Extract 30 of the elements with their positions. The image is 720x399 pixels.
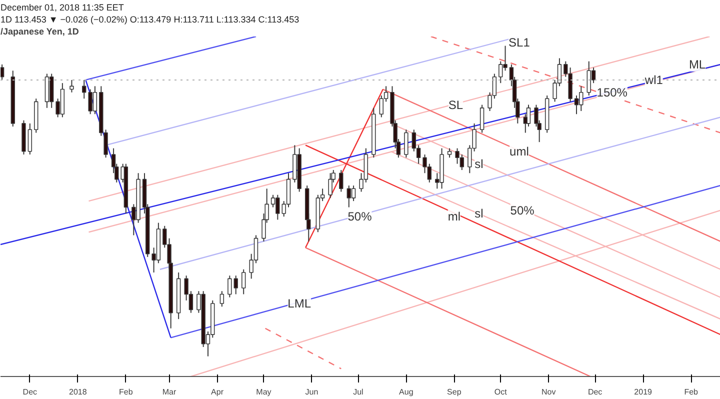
chart-title: /Japanese Yen, 1D — [0, 26, 80, 36]
x-tick-label: Mar — [162, 388, 176, 396]
annotation: 50% — [348, 210, 372, 224]
x-tick-label: Dec — [588, 388, 602, 396]
annotation: SL — [448, 98, 464, 112]
x-tick-label: Feb — [119, 388, 134, 396]
annotation: SL1 — [508, 36, 530, 50]
x-tick-label: Feb — [684, 388, 699, 396]
annotation: uml — [510, 144, 529, 158]
x-tick-label: Nov — [542, 388, 556, 396]
annotation: 50% — [510, 203, 535, 218]
annotation: wl1 — [644, 72, 664, 87]
x-tick-label: 2018 — [69, 388, 88, 396]
annotation: ml — [448, 210, 461, 224]
annotation: ML — [688, 57, 706, 72]
x-tick-label: Dec — [22, 388, 38, 396]
x-tick-label: Jun — [305, 388, 318, 396]
x-tick-label: Sep — [447, 388, 462, 396]
x-tick-label: Oct — [494, 388, 508, 396]
chart-subtitle: 1D 113.453 ▼ −0.026 (−0.02%) O:113.479 H:113.711 L:113.334 C:113.453 — [0, 14, 300, 24]
x-tick-label: May — [256, 388, 272, 396]
annotation: sl — [474, 156, 484, 171]
annotation: LML — [288, 296, 312, 311]
x-tick-label: Aug — [399, 388, 414, 396]
annotation: 150% — [596, 85, 628, 100]
x-tick-label: Jul — [353, 388, 364, 396]
text: December 01, 2018 11:35 EET — [0, 2, 124, 12]
annotation: sl — [474, 206, 484, 220]
x-tick-label: Apr — [211, 388, 224, 396]
x-tick-label: 2019 — [634, 388, 653, 396]
